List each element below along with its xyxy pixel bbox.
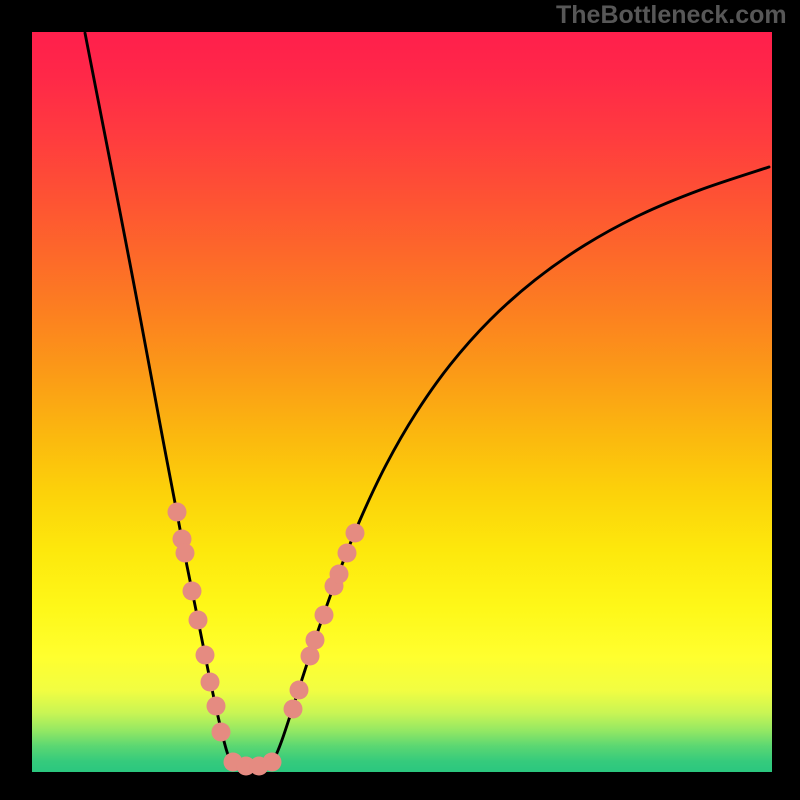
data-marker	[306, 631, 325, 650]
data-marker	[196, 646, 215, 665]
data-marker	[338, 544, 357, 563]
data-marker	[284, 700, 303, 719]
data-marker	[207, 697, 226, 716]
data-marker	[263, 753, 282, 772]
data-marker	[346, 524, 365, 543]
watermark-text: TheBottleneck.com	[556, 1, 787, 30]
data-marker	[290, 681, 309, 700]
data-marker	[176, 544, 195, 563]
data-marker	[168, 503, 187, 522]
data-marker	[315, 606, 334, 625]
data-marker	[189, 611, 208, 630]
plot-background	[32, 32, 772, 772]
chart-container: TheBottleneck.com	[0, 0, 800, 800]
data-marker	[330, 565, 349, 584]
chart-svg	[0, 0, 800, 800]
data-marker	[183, 582, 202, 601]
data-marker	[201, 673, 220, 692]
data-marker	[212, 723, 231, 742]
